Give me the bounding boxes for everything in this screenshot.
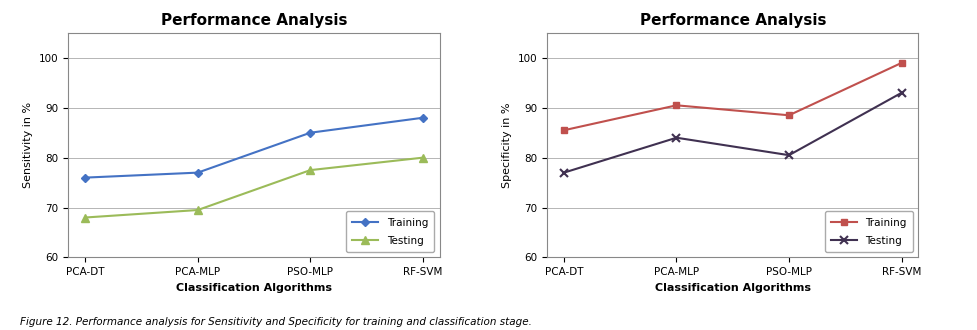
Training: [417, 116, 429, 120]
Title: Performance Analysis: Performance Analysis: [161, 13, 347, 28]
Training: [670, 103, 682, 107]
Testing: [670, 136, 682, 140]
Title: Performance Analysis: Performance Analysis: [640, 13, 826, 28]
Testing: [79, 215, 91, 219]
Y-axis label: Sensitivity in %: Sensitivity in %: [23, 102, 33, 188]
X-axis label: Classification Algorithms: Classification Algorithms: [655, 283, 811, 293]
Training: [784, 113, 795, 117]
Legend: Training, Testing: Training, Testing: [346, 211, 435, 252]
Testing: [417, 156, 429, 160]
Training: [305, 131, 317, 135]
Training: [191, 171, 203, 175]
Testing: [558, 171, 570, 175]
Line: Testing: Testing: [81, 154, 427, 221]
Text: Figure 12. Performance analysis for Sensitivity and Specificity for training and: Figure 12. Performance analysis for Sens…: [20, 317, 531, 327]
Line: Training: Training: [561, 59, 905, 134]
Testing: [305, 168, 317, 172]
X-axis label: Classification Algorithms: Classification Algorithms: [176, 283, 332, 293]
Testing: [784, 153, 795, 157]
Testing: [191, 208, 203, 212]
Training: [79, 176, 91, 180]
Testing: [896, 91, 908, 95]
Line: Training: Training: [82, 115, 426, 181]
Line: Testing: Testing: [560, 89, 906, 177]
Y-axis label: Specificity in %: Specificity in %: [502, 102, 512, 188]
Training: [896, 61, 908, 65]
Legend: Training, Testing: Training, Testing: [825, 211, 913, 252]
Training: [558, 128, 570, 132]
